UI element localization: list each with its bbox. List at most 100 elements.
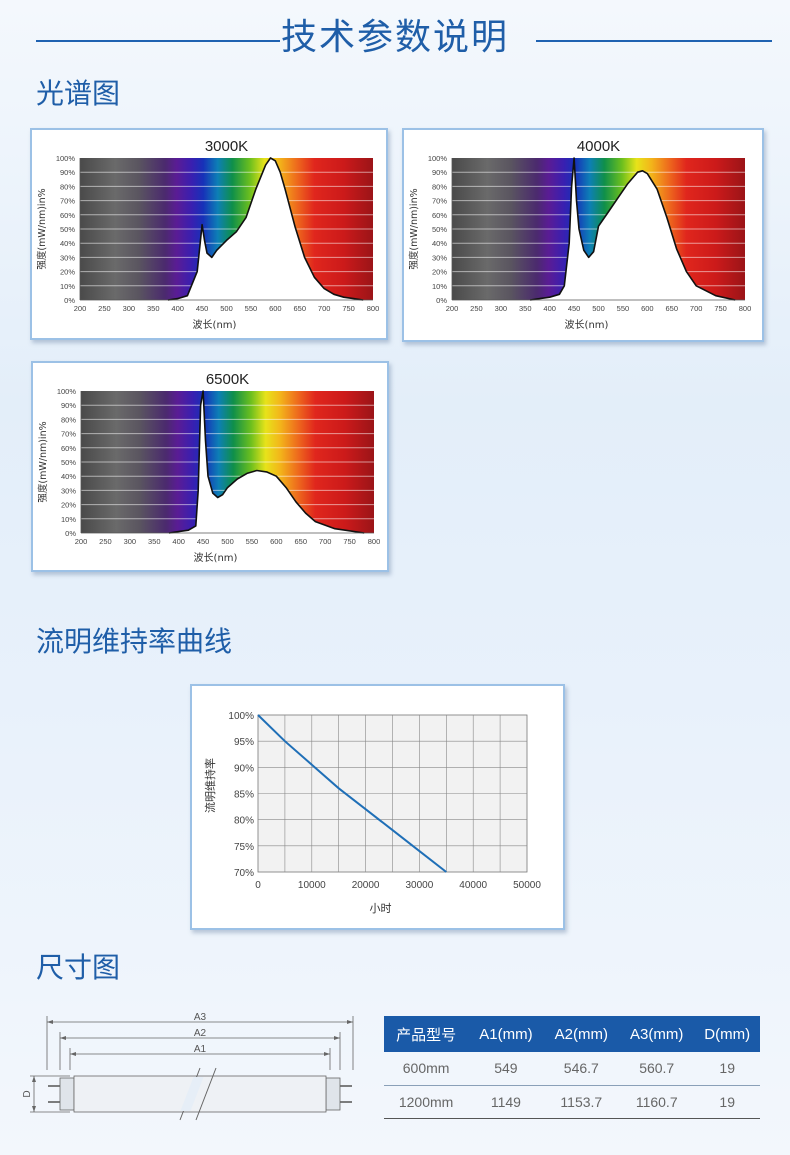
x-tick-label: 700 [690, 304, 703, 313]
x-tick-label: 200 [75, 537, 88, 546]
table-cell: 1153.7 [543, 1085, 620, 1119]
y-tick-label: 30% [61, 486, 76, 495]
dim-label-a1: A1 [194, 1044, 207, 1055]
y-tick-label: 10% [60, 282, 75, 291]
x-tick-label: 550 [617, 304, 630, 313]
x-tick-label: 500 [221, 537, 234, 546]
dim-label-a3: A3 [194, 1012, 207, 1023]
y-tick-label: 60% [432, 211, 447, 220]
lumen-maintenance-chart: 100% 95% 90% 85% 80% 75% 70%0 10000 20000 30000 40… [203, 711, 541, 915]
table-cell: 546.7 [543, 1052, 620, 1086]
x-tick-label: 200 [74, 304, 87, 313]
y-tick-label: 80% [61, 415, 76, 424]
y-tick-label: 70% [61, 430, 76, 439]
x-tick-label: 350 [148, 537, 161, 546]
y-tick-label: 70% [234, 868, 254, 879]
x-tick-label: 750 [343, 537, 356, 546]
x-tick-label: 800 [368, 537, 381, 546]
x-tick-label: 800 [739, 304, 752, 313]
x-tick-label: 650 [665, 304, 678, 313]
table-row: 600mm 549 546.7 560.7 19 [384, 1052, 760, 1086]
x-tick-label: 500 [220, 304, 233, 313]
section-title-lumen: 流明维持率曲线 [36, 625, 233, 658]
y-tick-label: 100% [428, 154, 448, 163]
spectrum-area [167, 158, 364, 300]
y-tick-label: 85% [234, 790, 254, 801]
spectrum-chart-3000k: 100% 90% 80% 70% 60% 50% 40% 30% 20% 10% 0%200 250 3… [36, 138, 380, 331]
x-tick-label: 400 [543, 304, 556, 313]
x-tick-label: 300 [495, 304, 508, 313]
spectrum-chart-6500k: 100% 90% 80% 70% 60% 50% 40% 30% 20% 10% 0%200 250 3… [37, 371, 381, 564]
table-header-row: 产品型号 A1(mm) A2(mm) A3(mm) D(mm) [384, 1016, 760, 1052]
tube-dimension-drawing: A3 A2 A1 D [22, 1012, 354, 1121]
y-tick-label: 90% [60, 168, 75, 177]
page-title: 技术参数说明 [280, 17, 509, 58]
x-tick-label: 450 [568, 304, 581, 313]
table-cell: 600mm [384, 1052, 469, 1086]
table-header-a3: A3(mm) [619, 1016, 695, 1052]
y-tick-label: 90% [432, 168, 447, 177]
chart-title: 4000K [577, 138, 620, 155]
table-cell: 560.7 [619, 1052, 695, 1086]
x-tick-label: 750 [342, 304, 355, 313]
dim-label-d: D [22, 1090, 33, 1097]
chart-title: 3000K [205, 138, 248, 155]
y-tick-label: 40% [432, 239, 447, 248]
table-cell: 19 [694, 1085, 760, 1119]
y-tick-label: 30% [432, 253, 447, 262]
x-tick-label: 400 [171, 304, 184, 313]
y-tick-label: 95% [234, 737, 254, 748]
lumen-card: 100% 95% 90% 85% 80% 75% 70% 0 10000 20000 30000 40… [190, 684, 565, 930]
spectrum-curve [167, 157, 364, 301]
dim-label-a2: A2 [194, 1028, 207, 1039]
x-tick-label: 650 [294, 537, 307, 546]
x-tick-label: 450 [196, 304, 209, 313]
x-tick-label: 500 [592, 304, 605, 313]
y-tick-label: 60% [60, 211, 75, 220]
x-tick-label: 50000 [513, 880, 541, 891]
x-tick-label: 40000 [459, 880, 487, 891]
y-tick-label: 50% [60, 225, 75, 234]
y-tick-label: 10% [432, 282, 447, 291]
x-tick-label: 300 [123, 304, 136, 313]
table-header-a2: A2(mm) [543, 1016, 620, 1052]
y-tick-label: 70% [60, 197, 75, 206]
chart-title: 6500K [206, 371, 249, 388]
x-tick-label: 200 [446, 304, 459, 313]
title-rule-left [36, 40, 280, 42]
x-axis-label: 波长(nm) [194, 551, 238, 564]
spectrum-card-6500k: 100% 90% 80% 70% 60% 50% 40% 30% 20% 10% 0% 200 250 3… [31, 361, 389, 572]
x-tick-label: 250 [98, 304, 111, 313]
spectrum-card-3000k: 100% 90% 80% 70% 60% 50% 40% 30% 20% 10% 0% 200 250 3… [30, 128, 388, 340]
x-tick-label: 600 [269, 304, 282, 313]
table-cell: 549 [468, 1052, 544, 1086]
x-tick-label: 550 [246, 537, 259, 546]
y-axis-label: 强度(mW/nm)in% [37, 421, 49, 502]
x-tick-label: 20000 [352, 880, 380, 891]
x-tick-label: 650 [293, 304, 306, 313]
x-tick-label: 600 [641, 304, 654, 313]
x-tick-label: 250 [99, 537, 112, 546]
y-tick-label: 100% [57, 387, 77, 396]
title-rule-right [536, 40, 772, 42]
table-cell: 1160.7 [619, 1085, 695, 1119]
y-tick-label: 60% [61, 444, 76, 453]
y-tick-label: 10% [61, 515, 76, 524]
y-tick-label: 90% [234, 763, 254, 774]
lumen-curve [257, 714, 447, 873]
spectrum-chart-4000k: 100% 90% 80% 70% 60% 50% 40% 30% 20% 10% 0%200 250 3… [408, 138, 752, 331]
x-axis-label: 波长(nm) [193, 318, 237, 331]
x-tick-label: 700 [319, 537, 332, 546]
x-tick-label: 800 [367, 304, 380, 313]
y-tick-label: 40% [61, 472, 76, 481]
x-tick-label: 400 [172, 537, 185, 546]
y-tick-label: 100% [228, 711, 254, 722]
section-title-spectrum: 光谱图 [36, 77, 121, 110]
y-tick-label: 0% [64, 296, 75, 305]
y-axis-label: 强度(mW/nm)in% [36, 188, 48, 269]
x-tick-label: 450 [197, 537, 210, 546]
x-tick-label: 750 [714, 304, 727, 313]
y-tick-label: 50% [432, 225, 447, 234]
x-axis-label: 小时 [370, 902, 392, 915]
x-tick-label: 0 [255, 880, 261, 891]
